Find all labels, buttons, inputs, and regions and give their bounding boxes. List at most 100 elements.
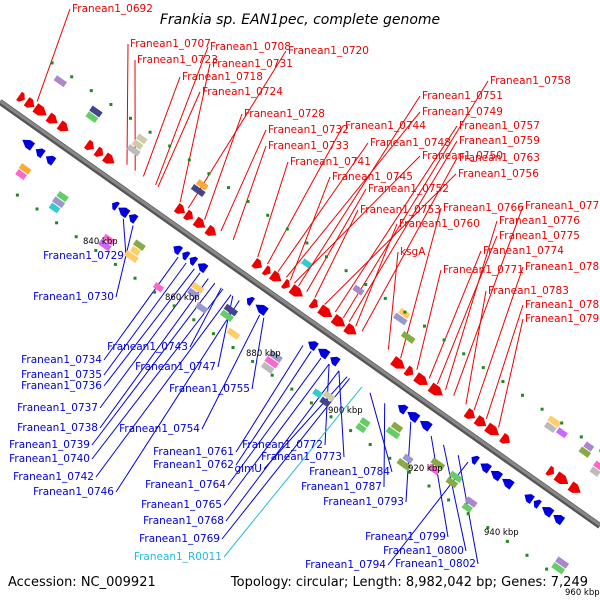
gene-label[interactable]: Franean1_0774	[483, 245, 564, 257]
tick-mark	[481, 366, 485, 370]
leader-line	[99, 278, 209, 429]
gene-label[interactable]: Franean1_0788	[525, 299, 600, 311]
gene-label[interactable]: Franean1_0742	[13, 471, 94, 483]
gene-label[interactable]: Franean1_0741	[290, 156, 371, 168]
gene-label[interactable]: Franean1_0737	[17, 402, 98, 414]
gene-label[interactable]: Franean1_0744	[345, 120, 426, 132]
tick-mark	[305, 241, 309, 245]
gene-label[interactable]: Franean1_0718	[182, 71, 263, 83]
gene-label[interactable]: Franean1_0739	[9, 439, 90, 451]
gene-label[interactable]: Franean1_0729	[43, 250, 124, 262]
gene-label[interactable]: Franean1_0748	[370, 137, 451, 149]
gene-label[interactable]: Franean1_0730	[33, 291, 114, 303]
gene-label[interactable]: Franean1_0794	[305, 559, 386, 571]
gene-label[interactable]: Franean1_0732	[268, 124, 349, 136]
gene-label[interactable]: Franean1_0785	[525, 261, 600, 273]
gene-label[interactable]: Franean1_0756	[458, 168, 539, 180]
gene-label[interactable]: Franean1_0724	[202, 86, 283, 98]
gene-label[interactable]: Franean1_0754	[119, 423, 200, 435]
gene-label[interactable]: Franean1_0784	[309, 466, 390, 478]
tick-mark	[113, 262, 117, 266]
gene-label[interactable]: Franean1_0766	[443, 202, 524, 214]
gene-label[interactable]: Franean1_0775	[499, 230, 580, 242]
gene-label[interactable]: Franean1_0783	[488, 285, 569, 297]
gene-label[interactable]: Franean1_0731	[212, 58, 293, 70]
gene-label[interactable]: Franean1_0734	[21, 354, 102, 366]
gene-label[interactable]: Franean1_0802	[395, 558, 476, 570]
gene-label[interactable]: Franean1_0763	[459, 152, 540, 164]
cog-category-block	[464, 496, 478, 508]
kbp-scale-labels: 840 kbp 860 kbp 880 kbp 900 kbp 920 kbp 940 k…	[83, 237, 600, 598]
gene-label[interactable]: Franean1_0800	[383, 545, 464, 557]
gene-label[interactable]: Franean1_0769	[139, 533, 220, 545]
gene-label[interactable]: Franean1_0746	[33, 486, 114, 498]
gene-label[interactable]: Franean1_0736	[21, 380, 102, 392]
cog-category-block	[393, 312, 408, 326]
leader-line	[443, 444, 467, 552]
tick-mark	[227, 186, 230, 190]
gene-label[interactable]: Franean1_0749	[422, 106, 503, 118]
gene-label[interactable]: Franean1_0777	[525, 200, 600, 212]
gene-label[interactable]: Franean1_0707	[130, 38, 211, 50]
reverse-gene-arrow	[118, 207, 131, 219]
gene-label[interactable]: Franean1_0743	[107, 341, 188, 353]
gene-label[interactable]: Franean1_0758	[490, 75, 571, 87]
gene-label[interactable]: Franean1_0720	[288, 45, 369, 57]
gene-label[interactable]: Franean1_0762	[153, 459, 234, 471]
gene-label[interactable]: Franean1_0772	[242, 439, 323, 451]
gene-label[interactable]: Franean1_0750	[422, 150, 503, 162]
gene-label[interactable]: glmU	[235, 463, 263, 475]
tick-mark	[368, 443, 372, 446]
gene-label[interactable]: Franean1_0790	[525, 313, 600, 325]
reverse-gene-arrow	[330, 356, 341, 367]
tick-mark	[466, 512, 470, 516]
leader-line	[201, 314, 261, 430]
gene-label[interactable]: Franean1_0768	[143, 515, 224, 527]
gene-label[interactable]: Franean1_0752	[368, 183, 449, 195]
leader-line	[204, 113, 243, 220]
gene-label[interactable]: Franean1_0751	[422, 90, 503, 102]
reverse-gene-arrow	[471, 455, 480, 465]
gene-label[interactable]: Franean1_0708	[210, 41, 291, 53]
tick-mark	[560, 421, 564, 425]
cog-category-block	[593, 460, 600, 472]
gene-label[interactable]: Franean1_0757	[459, 120, 540, 132]
cog-category-block	[319, 396, 331, 408]
gene-label[interactable]: Franean1_0740	[9, 453, 90, 465]
gene-label[interactable]: Franean1_0776	[499, 215, 580, 227]
gene-label[interactable]: Franean1_0745	[332, 171, 413, 183]
forward-gene-arrow	[173, 203, 185, 214]
gene-label[interactable]: Franean1_0793	[323, 496, 404, 508]
cog-category-block	[18, 163, 32, 175]
gene-label[interactable]: Franean1_0753	[360, 204, 441, 216]
gene-label[interactable]: Franean1_0765	[141, 499, 222, 511]
gene-label[interactable]: Franean1_0773	[261, 451, 342, 463]
tick-mark	[309, 401, 313, 405]
tick-mark	[290, 387, 294, 391]
tick-mark	[407, 470, 411, 474]
gene-label[interactable]: Franean1_R0011	[134, 551, 222, 563]
gene-label[interactable]: ksgA	[400, 246, 426, 258]
gene-label[interactable]: Franean1_0738	[17, 422, 98, 434]
tick-mark	[521, 393, 524, 397]
cog-category-block	[589, 466, 600, 477]
gene-label[interactable]: Franean1_0755	[169, 383, 250, 395]
gene-label[interactable]: Franean1_0733	[268, 140, 349, 152]
gene-label[interactable]: Franean1_0761	[153, 446, 234, 458]
gene-label[interactable]: Franean1_0692	[72, 3, 153, 15]
gene-label[interactable]: Franean1_0759	[459, 135, 540, 147]
gene-label[interactable]: Franean1_0787	[301, 481, 382, 493]
gene-label[interactable]: Franean1_0747	[135, 361, 216, 373]
gene-label[interactable]: Franean1_0799	[365, 531, 446, 543]
tick-mark	[74, 235, 78, 239]
gene-label[interactable]: Franean1_0760	[399, 218, 480, 230]
cog-category-block	[152, 282, 165, 293]
gene-label[interactable]: Franean1_0764	[145, 479, 226, 491]
genome-backbone	[0, 99, 600, 529]
reverse-gene-arrow	[524, 494, 535, 504]
gene-label[interactable]: Franean1_0771	[443, 264, 524, 276]
gene-label[interactable]: Franean1_0723	[137, 54, 218, 66]
gene-label[interactable]: Franean1_0728	[244, 108, 325, 120]
cog-category-block	[53, 75, 68, 88]
gene-label[interactable]: Franean1_0735	[21, 369, 102, 381]
